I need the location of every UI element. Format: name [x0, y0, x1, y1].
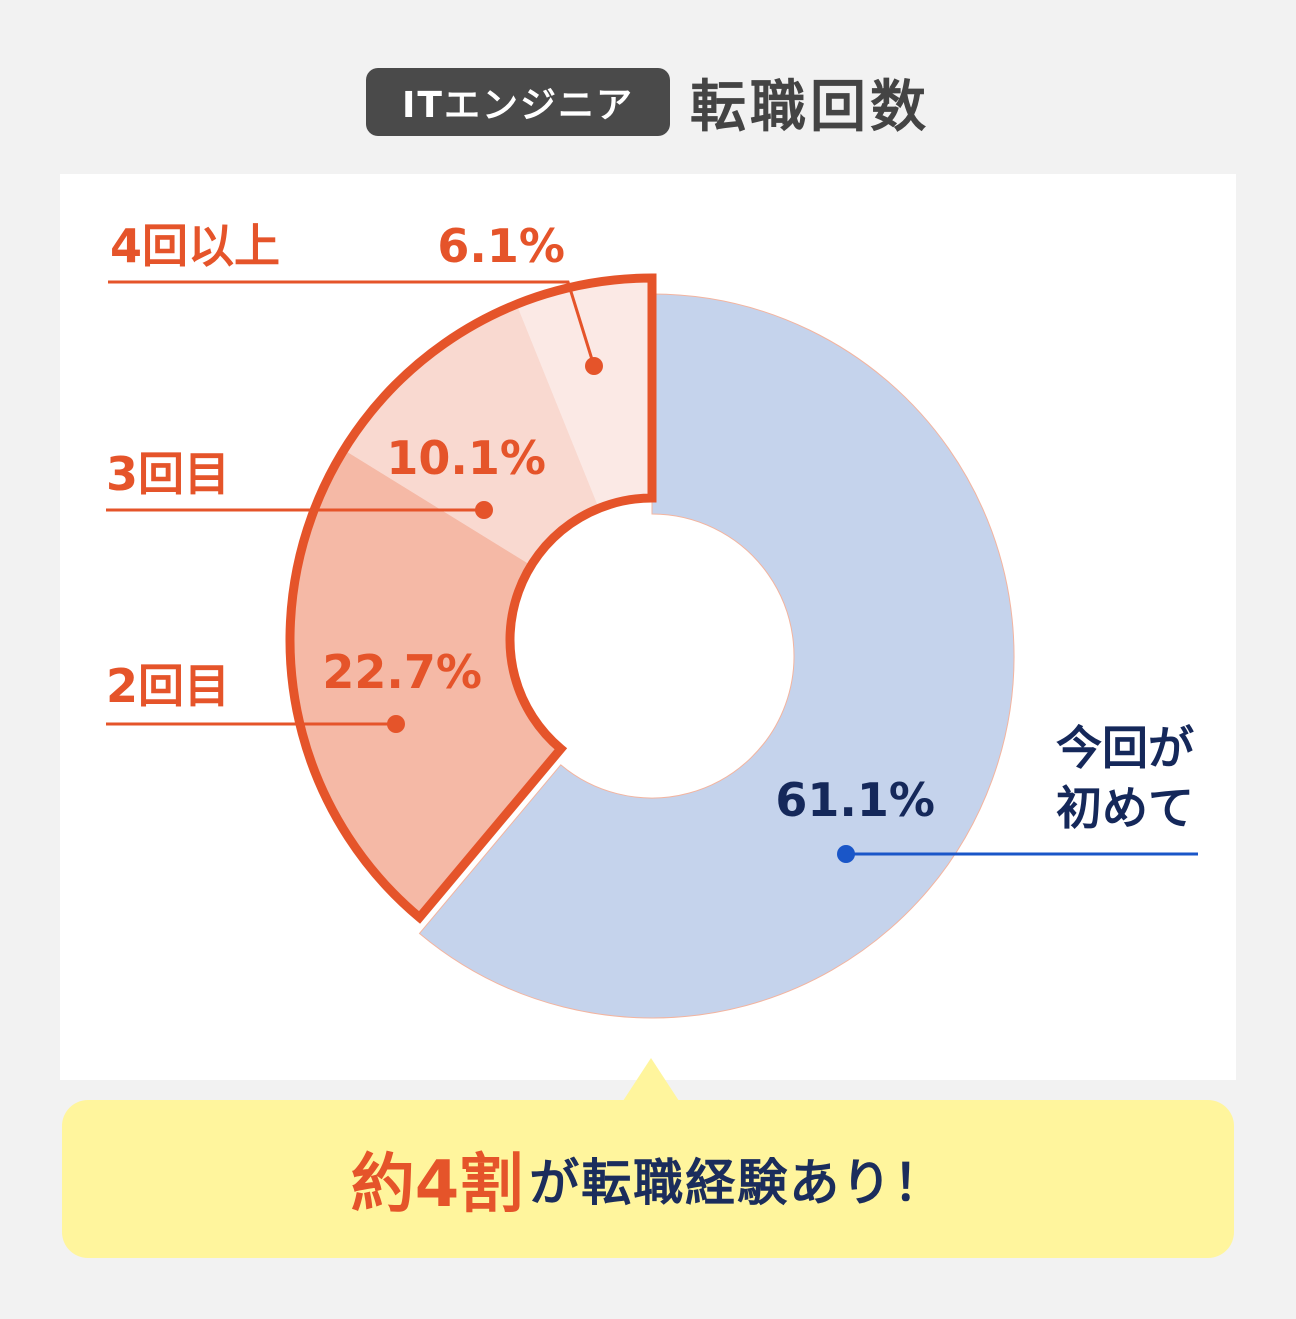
header: ITエンジニア 転職回数 — [0, 64, 1296, 140]
category-badge: ITエンジニア — [366, 68, 670, 136]
slice-label-first-time-line-1: 今回が — [1056, 721, 1194, 775]
callout-highlight: 約4割 — [350, 1148, 524, 1222]
slice-label-4-plus: 4回以上 — [110, 219, 280, 273]
slice-2nd — [290, 449, 561, 918]
callout-bubble: 約4割 が転職経験あり！ — [62, 1100, 1234, 1258]
callout-tail — [621, 1058, 681, 1104]
chart-title: 転職回数 — [689, 74, 930, 140]
slice-first-time — [418, 293, 1015, 1019]
slice-value-first-time: 61.1% — [775, 773, 935, 827]
slice-value-3rd: 10.1% — [386, 431, 546, 485]
slice-label-3rd: 3回目 — [106, 447, 230, 501]
slice-value-4-plus: 6.1% — [437, 219, 565, 273]
chart-card: 4回以上 6.1% 3回目 10.1% 2回目 22.7% 61.1% 今回が初めて — [60, 174, 1236, 1080]
leader-dot-2nd — [387, 715, 405, 733]
slice-label-2nd: 2回目 — [106, 659, 230, 713]
repeat-group-outline — [285, 273, 657, 924]
leader-dot-first-time — [837, 845, 855, 863]
slice-4-plus — [516, 278, 652, 509]
leader-dot-3rd — [475, 501, 493, 519]
callout-text: が転職経験あり！ — [529, 1154, 946, 1212]
leader-dot-4-plus — [585, 357, 603, 375]
slice-3rd — [343, 304, 599, 566]
leader-line-4-plus — [108, 280, 596, 367]
slice-label-first-time-line-2: 初めて — [1056, 781, 1194, 835]
slice-value-2nd: 22.7% — [322, 645, 482, 699]
